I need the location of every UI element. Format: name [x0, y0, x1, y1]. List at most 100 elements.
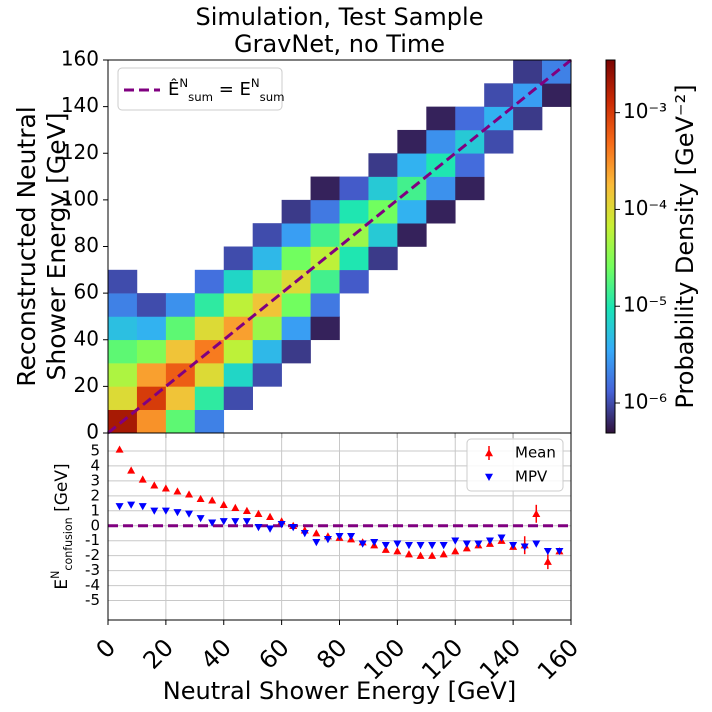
legend-box [117, 67, 283, 111]
marker [393, 540, 402, 548]
label-part: [GeV] [52, 463, 72, 517]
marker [381, 545, 390, 553]
heatmap-cell [223, 269, 253, 294]
heatmap-cell [310, 269, 340, 294]
heatmap-cell [368, 153, 398, 177]
marker [474, 540, 483, 548]
reference-line [107, 58, 572, 435]
y-tick-label: -1 [85, 531, 100, 549]
heatmap-cell [368, 223, 398, 247]
heatmap-cell [252, 246, 282, 271]
marker [497, 534, 506, 542]
marker [300, 530, 309, 538]
marker [509, 542, 518, 550]
marker [277, 521, 286, 529]
marker [289, 524, 298, 532]
y-axis-label: Shower Energy [GeV] [42, 113, 71, 381]
x-tick-label: 60 [253, 633, 294, 674]
marker [347, 533, 356, 541]
heatmap-cell [426, 199, 456, 224]
marker [185, 510, 194, 518]
y-tick-label: 20 [74, 373, 99, 397]
heatmap-cell [339, 176, 369, 201]
y-tick-label: 0 [86, 420, 99, 444]
marker [543, 547, 552, 556]
heatmap-cell [194, 293, 225, 317]
heatmap-cell [165, 409, 196, 434]
heatmap-cell [165, 386, 196, 410]
heatmap-cell [281, 223, 311, 247]
colorbar-tick-label: 10⁻⁶ [623, 390, 667, 414]
marker [462, 544, 471, 552]
legend-marker [485, 473, 493, 481]
heatmap-cell [484, 83, 514, 107]
marker [312, 529, 321, 537]
heatmap-cell [165, 293, 196, 317]
marker [231, 503, 240, 511]
marker [138, 503, 147, 511]
heatmap-cell [165, 339, 196, 364]
heatmap-cell [281, 293, 311, 317]
chart-title: GravNet, no Time [234, 30, 445, 58]
y-tick-label: 1 [90, 501, 100, 519]
legend-box [466, 438, 564, 492]
marker [242, 518, 251, 526]
heatmap-cell [194, 363, 225, 387]
y-tick-label: 140 [61, 93, 99, 117]
x-tick-label: 80 [311, 633, 352, 674]
marker [266, 525, 275, 533]
marker [196, 494, 205, 503]
heatmap-cell [426, 129, 456, 154]
heatmap-cell [252, 269, 282, 294]
heatmap-cell [339, 199, 369, 224]
heatmap-cell [136, 363, 167, 387]
marker [127, 466, 136, 474]
marker [520, 543, 529, 551]
marker [115, 445, 124, 453]
y-axis-label: ENconfusion [GeV] [49, 463, 75, 589]
label-part: = E [213, 79, 251, 100]
heatmap-cell [310, 293, 340, 317]
marker [439, 542, 448, 550]
colorbar [605, 59, 616, 434]
marker [208, 519, 217, 527]
heatmap-cell [136, 339, 167, 364]
y-tick-label: 120 [61, 140, 99, 164]
heatmap-cell [310, 176, 340, 201]
heatmap-cell [281, 246, 311, 271]
colorbar-label: Probability Density [GeV⁻²] [671, 84, 699, 408]
marker [242, 506, 251, 514]
legend-label: Mean [515, 444, 556, 462]
heatmap-cell [108, 293, 138, 317]
y-tick-label: 160 [61, 47, 99, 71]
marker [254, 509, 263, 517]
chart-title: Simulation, Test Sample [196, 3, 484, 31]
marker [370, 539, 379, 547]
heatmap-cell [310, 316, 340, 341]
marker [127, 501, 136, 509]
marker [381, 542, 390, 550]
heatmap-cell [252, 339, 282, 364]
marker [138, 475, 147, 483]
y-tick-label: 80 [74, 233, 99, 257]
marker [161, 507, 170, 515]
marker [231, 518, 240, 526]
heatmap-cell [513, 106, 543, 131]
marker [173, 487, 182, 495]
y-tick-label: 2 [90, 486, 100, 504]
heatmap-cell [542, 83, 572, 107]
heatmap-cell [223, 246, 253, 271]
marker [416, 542, 425, 550]
marker [115, 503, 124, 511]
marker [532, 509, 541, 517]
marker [312, 539, 321, 547]
y-tick-label: -3 [85, 561, 100, 579]
heatmap-cell [397, 153, 427, 177]
label-part: N [251, 76, 260, 90]
marker [219, 518, 228, 526]
heatmap-cell [339, 246, 369, 271]
heatmap-cell [223, 386, 253, 410]
heatmap-cell [513, 60, 543, 84]
marker [208, 496, 217, 504]
label-part: confusion [62, 517, 75, 570]
